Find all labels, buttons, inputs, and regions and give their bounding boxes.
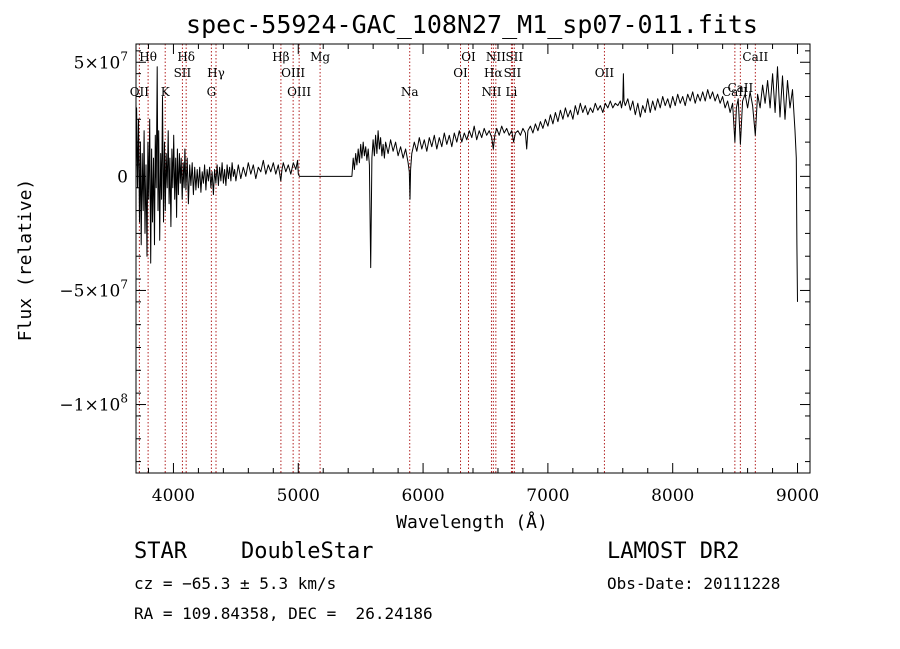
line-label-8: OIII	[281, 66, 305, 80]
line-label-2: K	[161, 85, 171, 99]
line-label-9: OIII	[287, 85, 311, 99]
spectrum-line-0	[135, 66, 798, 302]
line-label-15: Hα	[484, 66, 503, 80]
line-label-23: CaII	[742, 50, 768, 64]
y-tick-label-base-2: −5×10	[59, 281, 120, 301]
line-label-5: G	[207, 85, 217, 99]
line-label-20: OII	[595, 66, 615, 80]
line-label-14: NII	[481, 85, 501, 99]
line-label-13: OI	[461, 50, 476, 64]
line-label-4: Hδ	[177, 50, 195, 64]
x-tick-label-2: 6000	[401, 486, 444, 506]
line-label-7: Hβ	[272, 50, 289, 64]
line-label-21: CaII	[722, 85, 748, 99]
y-tick-label-0: 5×107	[74, 49, 128, 73]
y-tick-label-base-0: 5×10	[74, 53, 121, 73]
class-label: STAR	[134, 539, 187, 564]
survey-label: LAMOST DR2	[607, 539, 740, 564]
x-axis-label: Wavelength (Å)	[396, 511, 548, 533]
line-label-12: OI	[453, 66, 468, 80]
line-label-16: NII	[486, 50, 506, 64]
y-tick-label-base-1: 0	[117, 167, 128, 187]
obsdate-text: Obs-Date: 20111228	[607, 574, 781, 593]
y-tick-label-3: −1×108	[59, 392, 128, 416]
x-axis: 4000 5000 6000 7000 8000 9000	[147, 44, 819, 506]
spectrum-chart: spec-55924-GAC_108N27_M1_sp07-011.fits O…	[15, 10, 819, 533]
chart-title: spec-55924-GAC_108N27_M1_sp07-011.fits	[186, 10, 758, 39]
line-label-3: SII	[174, 66, 192, 80]
redshift-text: cz = −65.3 ± 5.3 km/s	[134, 574, 337, 593]
line-label-6: Hγ	[207, 66, 225, 80]
x-tick-label-5: 9000	[776, 486, 819, 506]
line-markers	[138, 44, 756, 473]
y-tick-label-2: −5×107	[59, 277, 128, 301]
y-tick-label-base-3: −1×10	[59, 396, 120, 416]
x-tick-label-3: 7000	[526, 486, 569, 506]
line-labels: OIIHθKSIIHδGHγHβOIIIOIIIMgNaOIOINIIHαNII…	[130, 50, 769, 99]
line-label-0: OII	[130, 85, 150, 99]
x-tick-label-4: 8000	[651, 486, 694, 506]
y-tick-label-1: 0	[117, 167, 128, 187]
line-label-17: Li	[506, 85, 518, 99]
y-tick-label-exp-2: 7	[120, 277, 128, 291]
line-label-22: CaII	[727, 81, 753, 95]
series-group	[135, 66, 798, 302]
coords-text: RA = 109.84358, DEC = 26.24186	[134, 604, 433, 623]
x-tick-label-0: 4000	[152, 486, 195, 506]
line-label-10: Mg	[310, 50, 330, 64]
line-label-19: SII	[505, 50, 523, 64]
x-tick-label-1: 5000	[277, 486, 320, 506]
line-label-11: Na	[401, 85, 419, 99]
line-label-18: SII	[504, 66, 522, 80]
y-tick-label-exp-0: 7	[120, 49, 128, 63]
line-label-1: Hθ	[139, 50, 157, 64]
subclass-label: DoubleStar	[241, 539, 374, 564]
y-tick-label-exp-3: 8	[120, 392, 128, 406]
y-axis-label: Flux (relative)	[15, 179, 36, 342]
plot-frame	[135, 43, 811, 474]
